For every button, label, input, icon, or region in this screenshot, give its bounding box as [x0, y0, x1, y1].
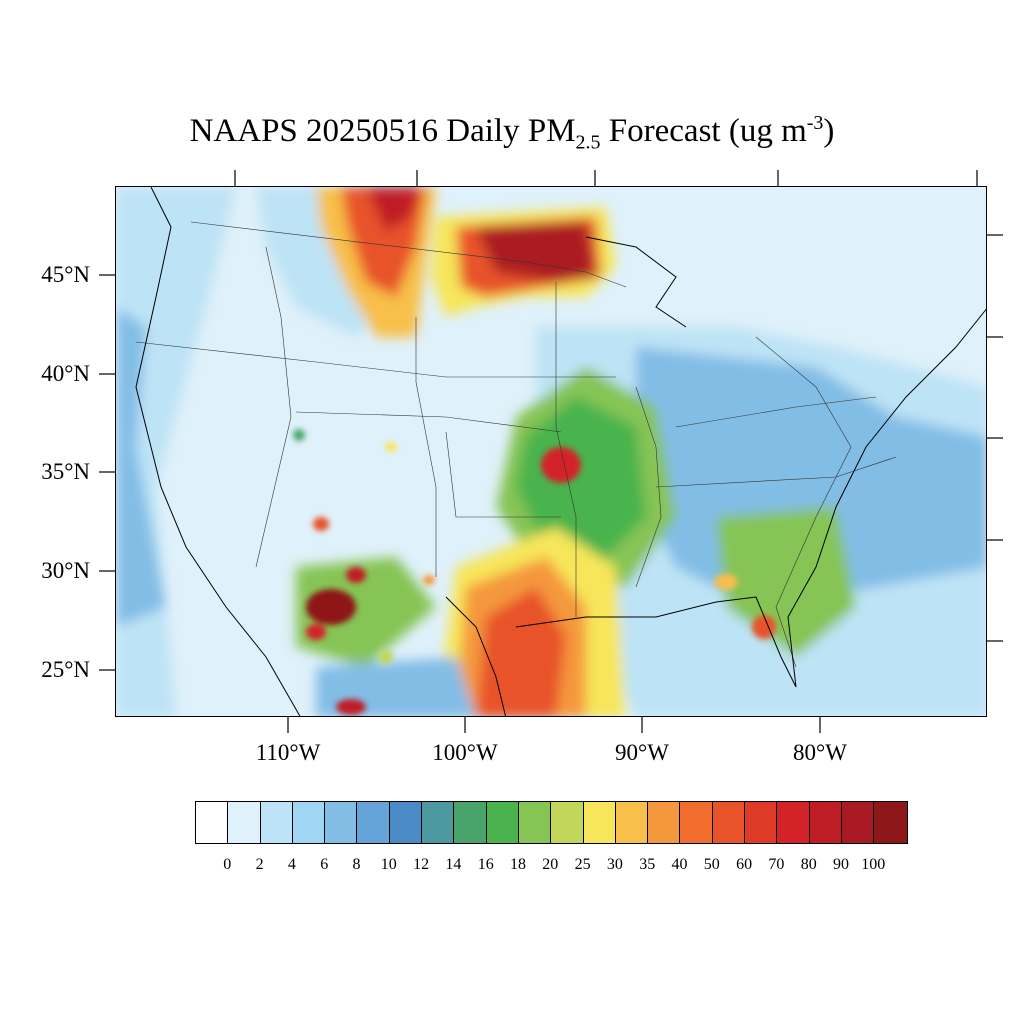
lon-label: 90°W: [615, 740, 669, 765]
colorbar-swatch: [777, 802, 810, 843]
colorbar-swatch: [486, 802, 519, 843]
colorbar-label: 10: [380, 856, 397, 873]
colorbar-label: 8: [352, 856, 361, 873]
colorbar-swatch: [745, 802, 778, 843]
colorbar-label: 100: [861, 856, 886, 873]
lon-label: 100°W: [432, 740, 498, 765]
colorbar-swatch: [228, 802, 261, 843]
colorbar-swatch: [841, 802, 875, 843]
colorbar-swatch: [196, 802, 229, 843]
colorbar-swatch: [551, 802, 584, 843]
lat-label: 35°N: [41, 459, 90, 484]
colorbar-swatch: [260, 802, 293, 843]
state-boundaries: [135, 221, 897, 668]
lat-label: 45°N: [41, 262, 90, 287]
colorbar-swatch: [422, 802, 455, 843]
colorbar-label: 0: [223, 856, 232, 873]
title-suffix: ): [823, 113, 835, 149]
colorbar-swatch: [712, 802, 746, 843]
colorbar-swatch: [583, 802, 616, 843]
colorbar-label: 70: [768, 856, 785, 873]
colorbar-swatch: [648, 802, 681, 843]
colorbar-label: 40: [671, 856, 688, 873]
colorbar-swatch: [292, 802, 326, 843]
colorbar-swatch: [680, 802, 713, 843]
lon-label: 110°W: [255, 740, 321, 765]
lat-label: 30°N: [41, 558, 90, 583]
colorbar: [195, 801, 908, 844]
pm25-field: [116, 187, 986, 716]
colorbar-label: 60: [736, 856, 753, 873]
colorbar-label: 2: [255, 856, 264, 873]
colorbar-label: 30: [606, 856, 623, 873]
colorbar-label: 6: [320, 856, 329, 873]
lat-label: 25°N: [41, 657, 90, 682]
colorbar-swatch: [389, 802, 423, 843]
hotspots-layer: [293, 429, 776, 715]
lat-label: 40°N: [41, 361, 90, 386]
forecast-map: [115, 186, 987, 717]
colorbar-swatch: [874, 802, 907, 843]
colorbar-label: 4: [287, 856, 296, 873]
colorbar-label: 50: [703, 856, 720, 873]
colorbar-swatch: [454, 802, 487, 843]
colorbar-swatch: [325, 802, 358, 843]
colorbar-label: 25: [574, 856, 591, 873]
colorbar-label: 12: [413, 856, 430, 873]
colorbar-swatch: [357, 802, 390, 843]
map-title: NAAPS 20250516 Daily PM2.5 Forecast (ug …: [0, 112, 1024, 155]
colorbar-label: 80: [800, 856, 817, 873]
title-units-text: Forecast (ug m: [600, 113, 807, 149]
title-superscript: -3: [806, 112, 824, 134]
colorbar-label: 18: [510, 856, 526, 873]
colorbar-swatch: [615, 802, 649, 843]
colorbar-label: 20: [542, 856, 559, 873]
colorbar-label: 90: [833, 856, 849, 873]
colorbar-swatch: [518, 802, 552, 843]
coastlines: [135, 187, 986, 716]
title-subscript: 2.5: [575, 131, 601, 154]
colorbar-label: 35: [639, 856, 656, 873]
lon-label: 80°W: [793, 740, 847, 765]
title-text: NAAPS 20250516 Daily PM: [189, 113, 576, 149]
colorbar-swatch: [809, 802, 842, 843]
colorbar-label: 16: [477, 856, 494, 873]
colorbar-label: 14: [445, 856, 462, 873]
